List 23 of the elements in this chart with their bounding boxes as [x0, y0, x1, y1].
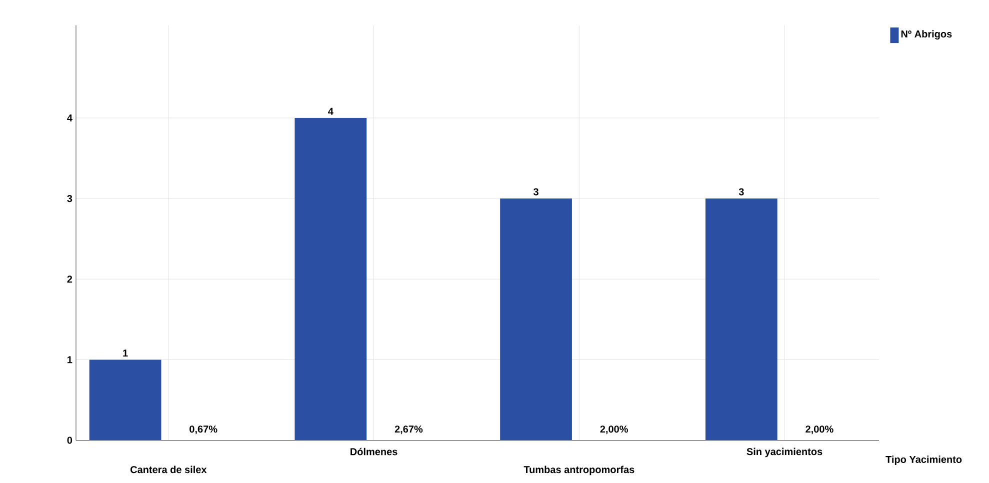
x-tick-label: Dólmenes	[350, 448, 398, 456]
data-label: 4	[328, 108, 334, 115]
legend-label: Nº Abrigos	[901, 30, 952, 40]
y-tick-label: 1	[68, 356, 72, 364]
x-tick-label: Sin yacimientos	[746, 448, 822, 458]
y-tick-label: 4	[67, 114, 72, 122]
annotation: 2,00%	[600, 426, 628, 434]
data-label: 1	[123, 350, 128, 357]
y-tick-label: 2	[67, 276, 72, 283]
x-tick-label: Cantera de silex	[130, 466, 207, 474]
annotation: 2,67%	[394, 426, 423, 434]
bar	[500, 198, 572, 440]
annotation: 0,67%	[190, 426, 218, 434]
data-label: 3	[738, 188, 744, 196]
x-tick-label: Tumbas antropomorfas	[524, 466, 634, 476]
y-tick-label: 0	[67, 436, 72, 444]
bar	[294, 118, 367, 440]
annotation: 2,00%	[806, 426, 834, 434]
bar	[705, 198, 778, 440]
bar	[89, 360, 162, 440]
y-tick-label: 3	[67, 194, 72, 202]
data-label: 3	[533, 188, 538, 196]
x-axis-title: Tipo Yacimiento	[886, 456, 962, 465]
